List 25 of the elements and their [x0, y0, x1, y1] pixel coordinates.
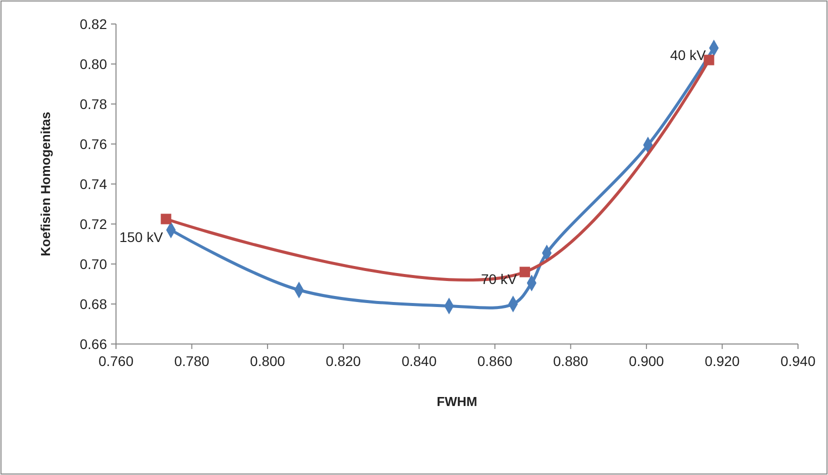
x-tick-label: 0.760 — [98, 353, 134, 369]
annotation: 40 kV — [670, 47, 707, 63]
y-tick-label: 0.72 — [80, 216, 108, 232]
y-axis-title: Koefisien Homogenitas — [38, 112, 53, 256]
point — [160, 214, 172, 224]
annotation: 150 kV — [119, 229, 164, 245]
x-tick-label: 0.840 — [402, 353, 437, 369]
x-tick-label: 0.800 — [250, 353, 286, 369]
y-tick-label: 0.68 — [80, 296, 108, 312]
x-tick-label: 0.880 — [553, 353, 588, 369]
x-tick-label: 0.900 — [628, 353, 664, 369]
point — [520, 266, 530, 278]
x-tick-label: 0.780 — [174, 353, 210, 369]
y-tick-label: 0.80 — [80, 56, 108, 72]
x-tick-label: 0.860 — [477, 353, 513, 369]
y-tick-label: 0.82 — [80, 16, 108, 32]
y-tick-label: 0.78 — [80, 96, 108, 112]
x-tick-label: 0.920 — [704, 353, 740, 369]
x-tick-label: 0.820 — [326, 353, 362, 369]
y-tick-label: 0.66 — [80, 336, 108, 352]
y-tick-label: 0.74 — [80, 176, 108, 192]
y-tick-label: 0.70 — [80, 256, 108, 272]
x-axis-title: FWHM — [436, 394, 478, 409]
y-tick-label: 0.76 — [80, 136, 108, 152]
x-tick-label: 0.940 — [780, 353, 816, 369]
